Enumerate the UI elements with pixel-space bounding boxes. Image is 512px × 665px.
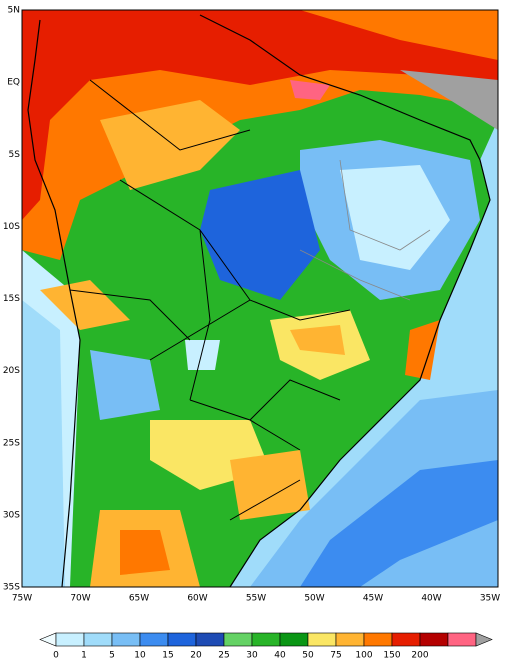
colorbar-box [111,632,141,647]
colorbar-label: 25 [218,651,229,661]
colorbar-label: 30 [246,651,258,661]
colorbar-box [447,632,477,647]
colorbar-label: 10 [134,651,146,661]
lon-label: 35W [480,594,500,604]
lat-label: 15S [3,294,20,304]
colorbar-label: 20 [190,651,202,661]
colorbar-label: 5 [109,651,115,661]
lon-label: 55W [246,594,266,604]
colorbar-label: 15 [162,651,173,661]
colorbar-label: 0 [53,651,59,661]
colorbar-box [195,632,225,647]
colorbar-label: 40 [274,651,286,661]
borders [69,79,351,521]
colorbar-label: 50 [302,651,314,661]
lat-label: 20S [3,366,20,376]
lat-label: 25S [3,438,20,448]
colorbar-label: 150 [383,651,400,661]
colorbar-box [279,632,309,647]
lon-label: 60W [187,594,207,604]
lat-label: 5S [9,150,21,160]
lat-label: 30S [3,510,20,520]
colorbar-box [83,632,113,647]
lon-label: 75W [12,594,32,604]
coastline [27,19,81,588]
lon-label: 45W [363,594,383,604]
lon-label: 50W [304,594,324,604]
colorbar-under [39,632,57,647]
colorbar-label: 100 [355,651,372,661]
lat-label: 5N [8,6,20,16]
lat-label: 35S [3,583,20,593]
colorbar-box [223,632,253,647]
colorbar-over [475,632,493,647]
colorbar-box [391,632,421,647]
colorbar-box [55,632,85,647]
map-field [22,10,498,587]
colorbar-box [335,632,365,647]
map-frame [21,9,499,588]
colorbar-box [139,632,169,647]
colorbar-label: 200 [411,651,428,661]
lon-label: 40W [421,594,441,604]
colorbar-box [419,632,449,647]
colorbar-box [167,632,197,647]
coastline [199,14,491,588]
colorbar-box [363,632,393,647]
lon-label: 70W [70,594,90,604]
colorbar-box [307,632,337,647]
colorbar-label: 1 [81,651,87,661]
colorbar-box [251,632,281,647]
lon-label: 65W [129,594,149,604]
lat-label: EQ [7,78,20,88]
state-borders [299,159,431,301]
colorbar-label: 75 [330,651,341,661]
lat-label: 10S [3,222,20,232]
